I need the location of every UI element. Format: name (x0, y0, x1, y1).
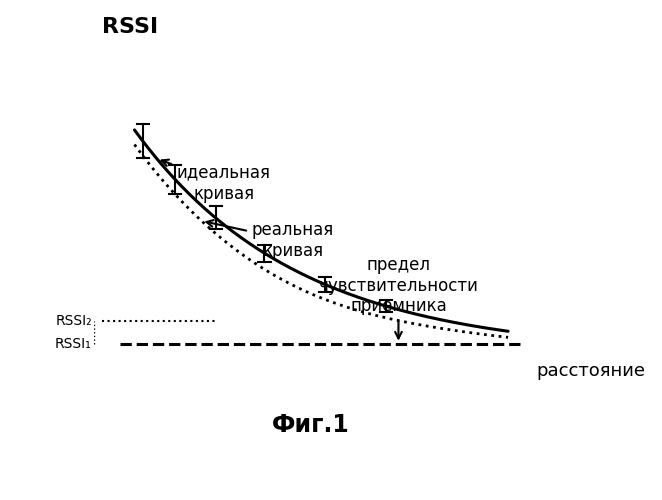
Text: расстояние: расстояние (536, 362, 645, 380)
Text: RSSI₂: RSSI₂ (55, 314, 92, 328)
Text: Фиг.1: Фиг.1 (272, 413, 350, 437)
Text: реальная
кривая: реальная кривая (207, 220, 334, 260)
Text: предел
чувствительности
приемника: предел чувствительности приемника (318, 256, 479, 338)
Text: идеальная
кривая: идеальная кривая (162, 160, 271, 202)
Text: RSSI₁: RSSI₁ (55, 336, 92, 350)
Text: RSSI: RSSI (102, 17, 158, 37)
